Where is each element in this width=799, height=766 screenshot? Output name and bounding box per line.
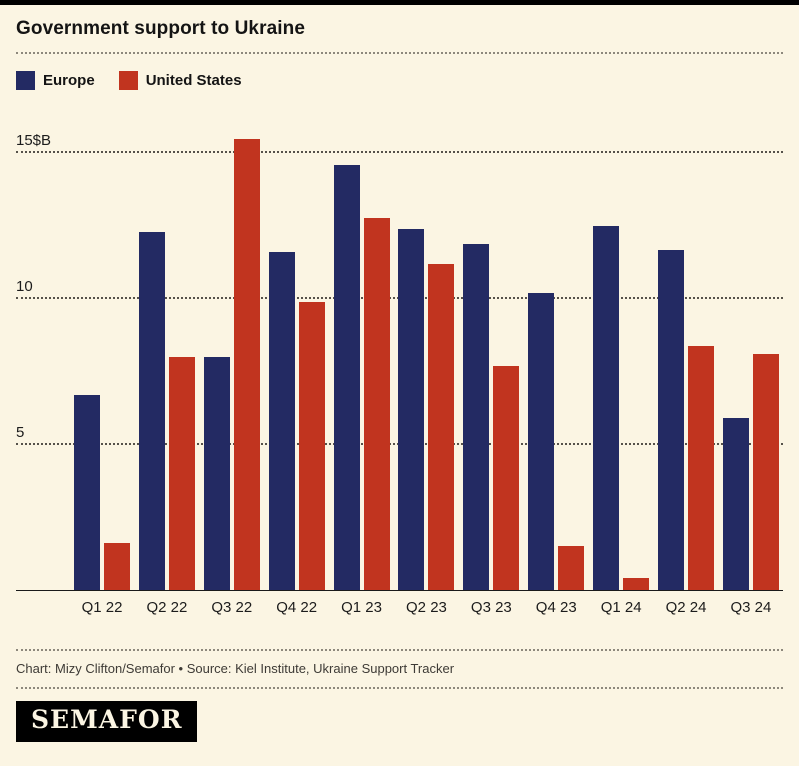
x-tick-label-q1-24: Q1 24 [600, 599, 642, 616]
bar-europe-q1-22 [74, 395, 100, 590]
divider-below-credit [16, 687, 783, 689]
bar-europe-q3-23 [463, 243, 490, 590]
bar-group-q2-22 [138, 104, 195, 590]
plot-area: 5 10 15$B [16, 104, 783, 590]
bar-united-states-q4-23 [558, 546, 585, 590]
x-axis-labels: Q1 22 Q2 22 Q3 22 Q4 22 Q1 23 Q2 23 Q3 23 Q4 23… [74, 599, 779, 616]
x-tick-label-q1-22: Q1 22 [81, 599, 123, 616]
legend: Europe United States [16, 54, 783, 96]
bar-united-states-q1-23 [363, 217, 390, 590]
chart-card: Government support to Ukraine Europe Uni… [0, 5, 799, 754]
bar-group-q1-24 [593, 104, 650, 590]
x-tick-label-q1-23: Q1 23 [341, 599, 382, 616]
bar-united-states-q4-22 [298, 301, 325, 590]
bar-group-q1-23 [333, 104, 390, 590]
x-tick-label-q4-23: Q4 23 [535, 599, 577, 616]
y-tick-label-15: 15$B [16, 132, 52, 150]
source-credit: Chart: Mizy Clifton/Semafor • Source: Ki… [16, 661, 455, 676]
top-border [0, 0, 799, 5]
bar-group-q3-23 [463, 104, 520, 590]
bar-united-states-q1-24 [623, 578, 650, 590]
bar-europe-q2-22 [138, 232, 165, 590]
bar-united-states-q2-24 [688, 345, 715, 590]
bar-united-states-q3-22 [233, 138, 260, 590]
x-tick-label-q3-22: Q3 22 [211, 599, 253, 616]
bar-group-q2-23 [398, 104, 455, 590]
footer-spacer [16, 616, 783, 649]
bar-group-q4-22 [268, 104, 325, 590]
page-title: Government support to Ukraine [16, 18, 305, 39]
bar-europe-q3-24 [722, 418, 749, 590]
x-tick-label-q3-24: Q3 24 [730, 599, 772, 616]
bar-united-states-q3-23 [493, 365, 520, 590]
x-tick-label-q3-23: Q3 23 [470, 599, 512, 616]
bar-group-q4-23 [528, 104, 585, 590]
legend-label-europe: Europe [43, 72, 95, 89]
legend-item-europe: Europe [16, 71, 95, 90]
x-axis-line [16, 590, 783, 591]
x-tick-label-q2-22: Q2 22 [146, 599, 188, 616]
bar-united-states-q2-22 [168, 357, 195, 590]
y-tick-label-10: 10 [16, 277, 33, 295]
bar-group-q1-22 [74, 104, 130, 590]
bar-europe-q1-24 [593, 226, 620, 590]
x-tick-label-q2-24: Q2 24 [665, 599, 707, 616]
bar-united-states-q1-22 [104, 543, 130, 590]
united-states-swatch [118, 71, 138, 90]
x-tick-label-q4-22: Q4 22 [276, 599, 318, 616]
bar-group-q3-22 [203, 104, 260, 590]
divider-under-title [16, 52, 783, 54]
legend-item-united-states: United States [118, 71, 242, 90]
bars-container [74, 104, 779, 590]
bar-europe-q1-23 [333, 165, 360, 590]
europe-swatch [16, 71, 35, 90]
gridline-15 [16, 151, 783, 154]
bar-europe-q4-22 [268, 252, 295, 590]
semafor-logo: SEMAFOR [16, 701, 198, 742]
bar-group-q3-24 [722, 104, 779, 590]
y-tick-label-5: 5 [16, 423, 25, 441]
bar-united-states-q2-23 [428, 264, 455, 590]
bar-europe-q3-22 [203, 357, 230, 590]
bar-europe-q4-23 [528, 293, 555, 590]
x-tick-label-q2-23: Q2 23 [406, 599, 447, 616]
divider-above-credit [16, 649, 783, 651]
bar-united-states-q3-24 [752, 354, 779, 590]
bar-group-q2-24 [658, 104, 715, 590]
bar-europe-q2-24 [658, 249, 685, 590]
legend-label-united-states: United States [145, 72, 242, 89]
logo-row: SEMAFOR [16, 689, 783, 754]
bar-europe-q2-23 [398, 229, 425, 590]
